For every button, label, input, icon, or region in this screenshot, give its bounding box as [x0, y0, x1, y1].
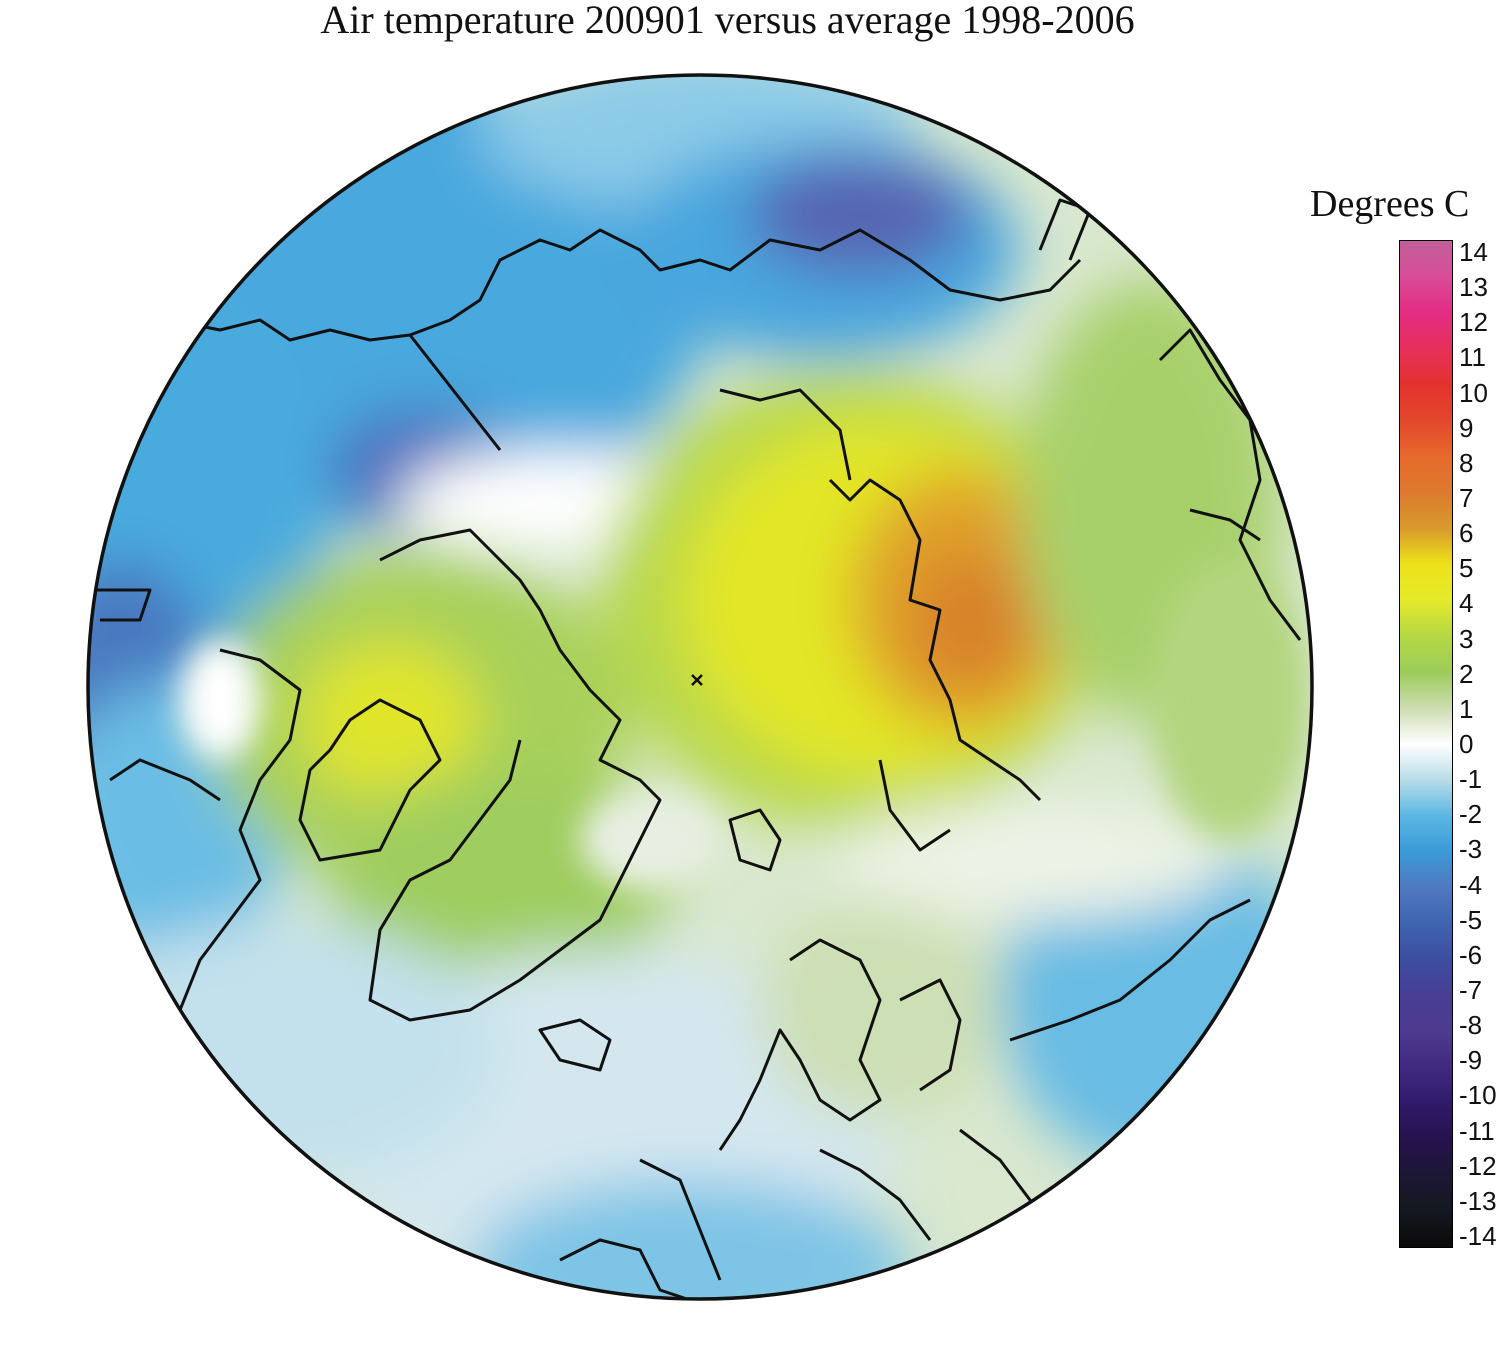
scale-tick-label: 13 — [1459, 272, 1488, 303]
scale-tick-label: -3 — [1459, 834, 1483, 865]
color-scale-bar — [1399, 240, 1453, 1248]
scale-tick-label: 8 — [1459, 447, 1474, 478]
coastlines — [90, 198, 1302, 1299]
scale-tick-label: 9 — [1459, 412, 1474, 443]
map-boundary — [86, 73, 1314, 1301]
scale-tick-label: -2 — [1459, 799, 1483, 830]
scale-tick-label: 5 — [1459, 553, 1474, 584]
scale-tick-label: -6 — [1459, 939, 1483, 970]
scale-tick-label: -9 — [1459, 1045, 1483, 1076]
scale-tick-label: -8 — [1459, 1010, 1483, 1041]
scale-tick-label: -1 — [1459, 764, 1483, 795]
scale-tick-label: -11 — [1459, 1115, 1495, 1146]
scale-tick-label: -7 — [1459, 975, 1483, 1005]
scale-tick-label: -12 — [1459, 1150, 1497, 1181]
chart-title: Air temperature 200901 versus average 19… — [320, 0, 1135, 42]
north-pole-marker — [691, 674, 703, 686]
legend-title: Degrees C — [1310, 183, 1470, 225]
scale-tick-label: -14 — [1459, 1221, 1497, 1251]
scale-tick-label: 0 — [1459, 729, 1474, 759]
scale-tick-label: 7 — [1459, 483, 1474, 513]
scale-tick-label: 10 — [1459, 377, 1488, 408]
scale-tick-label: 12 — [1459, 307, 1488, 338]
scale-tick-label: -4 — [1459, 869, 1483, 900]
scale-tick-label: 6 — [1459, 518, 1474, 549]
scale-tick-label: 1 — [1459, 693, 1474, 724]
scale-tick-label: 4 — [1459, 588, 1474, 619]
scale-tick-label: 2 — [1459, 658, 1474, 689]
scale-tick-label: 3 — [1459, 623, 1474, 654]
scale-tick-label: -13 — [1459, 1185, 1497, 1216]
scale-tick-label: -5 — [1459, 904, 1483, 935]
scale-tick-label: -10 — [1459, 1080, 1497, 1111]
scale-tick-label: 11 — [1459, 342, 1486, 373]
color-scale-ticks: 14 13 12 11 10 9 8 7 6 5 4 3 2 1 0 -1 -2 -3 -4 -5 -6 -7 -8 -9 -1… — [1459, 237, 1505, 1251]
scale-tick-label: 14 — [1459, 237, 1488, 267]
